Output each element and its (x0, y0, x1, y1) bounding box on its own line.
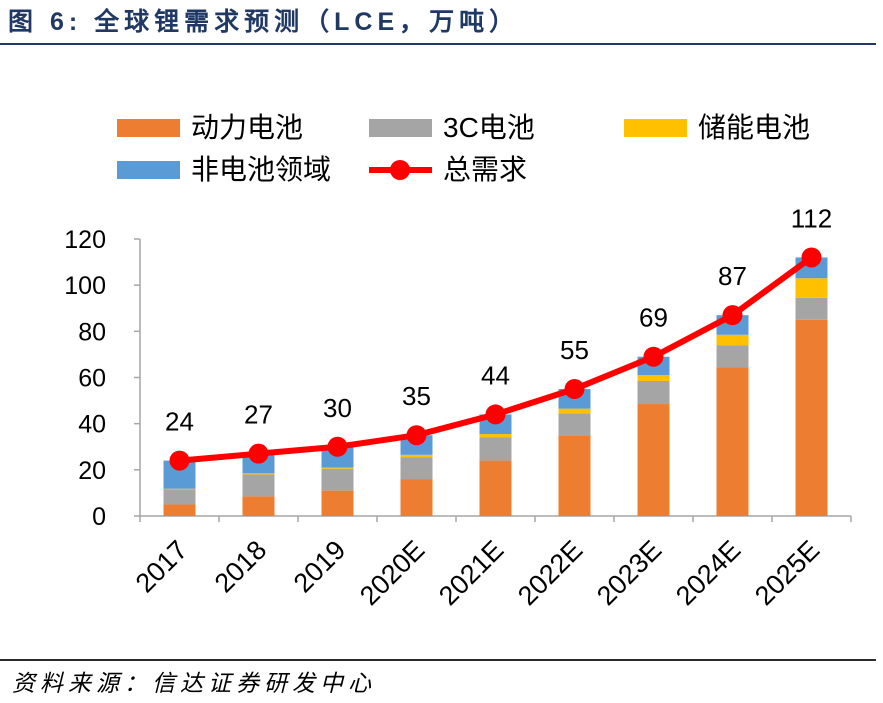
bar-3c-battery-2022e (558, 413, 591, 436)
bar-energy-storage-2023e (637, 375, 670, 381)
bar-3c-battery-2018 (242, 474, 275, 497)
bar-power-battery-2025e (795, 319, 828, 516)
bar-power-battery-2020e (400, 479, 433, 516)
total-demand-marker-2018 (248, 443, 269, 464)
legend-item-energy-storage: 储能电池 (624, 110, 810, 146)
bar-3c-battery-2024e (716, 345, 749, 368)
bar-power-battery-2018 (242, 496, 275, 516)
bar-3c-battery-2017 (163, 489, 196, 505)
legend-item-3c-battery: 3C电池 (369, 110, 535, 146)
bar-power-battery-2021e (479, 460, 512, 516)
legend-swatch-energy-storage (624, 119, 687, 137)
x-tick-label-2018: 2018 (209, 535, 273, 599)
line-series-total-demand: 24 27 30 35 44 55 69 87 112 (165, 203, 832, 471)
y-tick-label-0: 0 (92, 503, 106, 531)
y-tick-label-80: 80 (78, 318, 106, 346)
bar-power-battery-2022e (558, 435, 591, 516)
legend-item-non-battery: 非电池领域 (117, 152, 331, 188)
x-tick-label-2022e: 2022E (512, 535, 588, 611)
x-tick-label-2017: 2017 (130, 535, 194, 599)
total-demand-marker-2019 (327, 436, 348, 457)
bar-energy-storage-2025e (795, 278, 828, 298)
total-demand-label-2022e: 55 (560, 335, 589, 365)
y-tick-label-100: 100 (64, 272, 106, 300)
total-demand-marker-2021e (485, 404, 506, 425)
x-tick-label-2021e: 2021E (433, 535, 509, 611)
bar-3c-battery-2025e (795, 297, 828, 320)
x-tick-label-2019: 2019 (288, 535, 352, 599)
legend-swatch-total-demand (369, 160, 432, 180)
bar-energy-storage-2020e (400, 454, 433, 458)
footer-divider (0, 659, 876, 661)
bar-energy-storage-2017 (163, 488, 196, 490)
bar-energy-storage-2018 (242, 473, 275, 475)
bar-energy-storage-2019 (321, 467, 354, 469)
x-tick-label-2024e: 2024E (670, 535, 746, 611)
bar-energy-storage-2024e (716, 334, 749, 346)
legend-swatch-power-battery (117, 119, 180, 137)
total-demand-marker-2025e (801, 247, 822, 268)
total-demand-marker-2020e (406, 425, 427, 446)
total-demand-label-2020e: 35 (402, 381, 431, 411)
bar-3c-battery-2023e (637, 380, 670, 405)
total-demand-label-2018: 27 (244, 400, 273, 430)
figure-title: 图 6: 全球锂需求预测（LCE，万吨） (8, 8, 520, 36)
total-demand-label-2025e: 112 (791, 203, 832, 233)
x-tick-label-2023e: 2023E (591, 535, 667, 611)
legend-item-power-battery: 动力电池 (117, 110, 303, 146)
title-divider (0, 43, 876, 45)
bar-3c-battery-2021e (479, 437, 512, 461)
source-note: 资料来源：信达证券研发中心 (12, 670, 376, 696)
legend-label-power-battery: 动力电池 (191, 112, 304, 143)
y-tick-label-120: 120 (64, 226, 106, 254)
bar-energy-storage-2022e (558, 408, 591, 414)
legend-label-energy-storage: 储能电池 (698, 112, 811, 143)
total-demand-label-2023e: 69 (639, 303, 668, 333)
legend-label-total-demand: 总需求 (443, 154, 528, 185)
y-tick-label-60: 60 (78, 365, 106, 393)
legend-swatch-3c-battery (369, 119, 432, 137)
y-tick-label-20: 20 (78, 457, 106, 485)
total-demand-label-2024e: 87 (718, 261, 747, 291)
legend-label-non-battery: 非电池领域 (191, 154, 332, 185)
legend-swatch-non-battery (117, 161, 180, 179)
bar-power-battery-2019 (321, 490, 354, 516)
bar-3c-battery-2020e (400, 457, 433, 480)
total-demand-marker-2024e (722, 305, 743, 326)
total-demand-marker-2022e (564, 379, 585, 400)
bar-power-battery-2023e (637, 404, 670, 516)
legend-item-total-demand: 总需求 (369, 152, 527, 188)
x-tick-label-2020e: 2020E (354, 535, 430, 611)
total-demand-marker-2017 (169, 450, 190, 471)
bar-power-battery-2017 (163, 504, 196, 516)
y-tick-label-40: 40 (78, 411, 106, 439)
total-demand-marker-2023e (643, 346, 664, 367)
bar-power-battery-2024e (716, 367, 749, 516)
total-demand-label-2017: 24 (165, 407, 194, 437)
x-tick-label-2025e: 2025E (749, 535, 825, 611)
bar-energy-storage-2021e (479, 434, 512, 438)
total-demand-label-2019: 30 (323, 393, 352, 423)
bar-3c-battery-2019 (321, 468, 354, 491)
total-demand-label-2021e: 44 (481, 360, 510, 390)
legend-label-3c-battery: 3C电池 (443, 112, 535, 143)
